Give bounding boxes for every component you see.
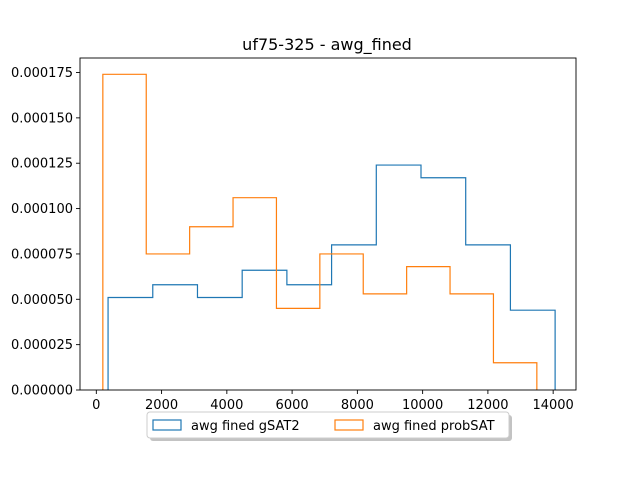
series-line-1 bbox=[102, 73, 538, 390]
legend-swatch-gsat2 bbox=[152, 419, 182, 431]
x-tick-label: 2000 bbox=[145, 398, 178, 413]
y-tick-label: 0.000100 bbox=[11, 202, 73, 217]
chart-title: uf75-325 - awg_fined bbox=[242, 35, 412, 55]
axes: 0 2000 4000 6000 8000 10000 12000 14000 0.000000… bbox=[11, 57, 577, 413]
legend-swatch-probsat bbox=[334, 419, 364, 431]
x-tick-label: 4000 bbox=[210, 398, 243, 413]
series-line-0 bbox=[107, 164, 556, 390]
y-tick-label: 0.000000 bbox=[11, 384, 73, 399]
legend: awg fined gSAT2 awg fined probSAT bbox=[146, 411, 512, 441]
x-tick-label: 14000 bbox=[532, 398, 573, 413]
x-tick-label: 0 bbox=[92, 398, 100, 413]
legend-label-probsat: awg fined probSAT bbox=[373, 419, 495, 434]
x-tick-label: 8000 bbox=[341, 398, 374, 413]
plot-area bbox=[102, 73, 556, 390]
x-tick-label: 10000 bbox=[402, 398, 443, 413]
y-tick-label: 0.000175 bbox=[11, 66, 73, 81]
legend-box bbox=[146, 411, 510, 439]
y-tick-label: 0.000075 bbox=[11, 247, 73, 262]
y-tick-label: 0.000025 bbox=[11, 338, 73, 353]
legend-label-gsat2: awg fined gSAT2 bbox=[191, 419, 300, 434]
x-tick-label: 12000 bbox=[467, 398, 508, 413]
axes-frame bbox=[79, 57, 577, 391]
y-tick-label: 0.000050 bbox=[11, 293, 73, 308]
y-tick-label: 0.000125 bbox=[11, 157, 73, 172]
x-tick-label: 6000 bbox=[276, 398, 309, 413]
y-tick-label: 0.000150 bbox=[11, 111, 73, 126]
